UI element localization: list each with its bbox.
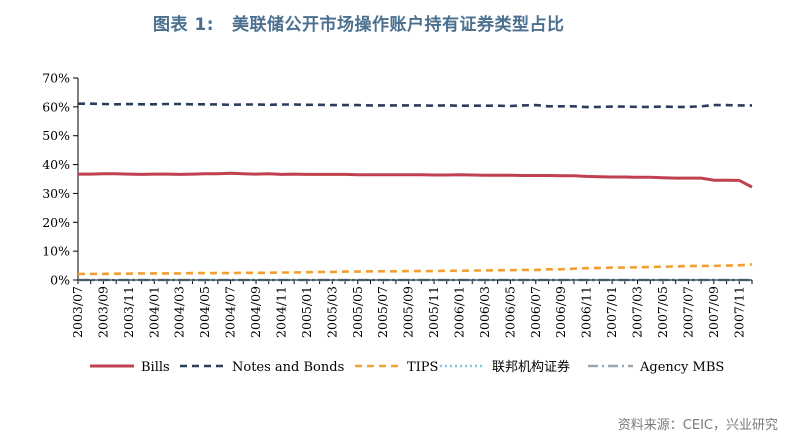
x-tick-label: 2005/07 bbox=[375, 286, 390, 338]
x-tick-label: 2003/11 bbox=[121, 286, 136, 338]
x-tick-label: 2003/09 bbox=[95, 286, 110, 338]
x-tick-label: 2004/03 bbox=[172, 286, 187, 338]
x-tick-label: 2004/01 bbox=[146, 286, 161, 338]
title-prefix: 图表 1: bbox=[153, 15, 215, 35]
x-tick-label: 2007/05 bbox=[655, 286, 670, 338]
chart-title: 图表 1: 美联储公开市场操作账户持有证券类型占比 bbox=[153, 10, 565, 35]
legend-label-0: Bills bbox=[141, 360, 170, 375]
x-tick-label: 2006/09 bbox=[553, 286, 568, 338]
x-tick-label: 2005/09 bbox=[401, 286, 416, 338]
x-tick-label: 2007/03 bbox=[630, 286, 645, 338]
y-tick-label: 50% bbox=[42, 128, 70, 143]
x-tick-label: 2005/11 bbox=[426, 286, 441, 338]
x-tick-label: 2007/07 bbox=[680, 286, 695, 338]
y-tick-label: 30% bbox=[42, 186, 70, 201]
x-tick-label: 2005/01 bbox=[299, 286, 314, 338]
series-line-2 bbox=[78, 263, 753, 276]
x-tick-label: 2006/03 bbox=[477, 286, 492, 338]
x-tick-label: 2004/05 bbox=[197, 286, 212, 338]
x-tick-label: 2006/11 bbox=[579, 286, 594, 338]
y-tick-label: 60% bbox=[42, 99, 70, 114]
x-tick-label: 2004/07 bbox=[223, 286, 238, 338]
legend-label-1: Notes and Bonds bbox=[232, 360, 344, 375]
x-tick-label: 2007/11 bbox=[731, 286, 746, 338]
x-tick-label: 2004/11 bbox=[273, 286, 288, 338]
x-tick-label: 2007/01 bbox=[604, 286, 619, 338]
x-tick-label: 2006/05 bbox=[502, 286, 517, 338]
x-tick-label: 2006/07 bbox=[528, 286, 543, 338]
legend-label-2: TIPS bbox=[407, 360, 438, 375]
legend-label-4: Agency MBS bbox=[639, 360, 724, 375]
y-tick-label: 40% bbox=[42, 157, 70, 172]
x-tick-label: 2005/05 bbox=[350, 286, 365, 338]
x-tick-label: 2005/03 bbox=[324, 286, 339, 338]
legend-label-3: 联邦机构证券 bbox=[492, 359, 570, 375]
title-text: 美联储公开市场操作账户持有证券类型占比 bbox=[232, 15, 565, 35]
source-note: 资料来源：CEIC，兴业研究 bbox=[617, 418, 778, 433]
y-tick-label: 10% bbox=[42, 244, 70, 259]
x-tick-label: 2003/07 bbox=[70, 286, 85, 338]
series-line-1 bbox=[78, 102, 752, 109]
y-tick-label: 0% bbox=[50, 273, 70, 288]
x-tick-label: 2006/01 bbox=[452, 286, 467, 338]
x-tick-label: 2007/09 bbox=[706, 286, 721, 338]
y-tick-label: 20% bbox=[42, 215, 70, 230]
series-line-0 bbox=[78, 171, 753, 189]
x-tick-label: 2004/09 bbox=[248, 286, 263, 338]
y-tick-label: 70% bbox=[42, 71, 70, 86]
